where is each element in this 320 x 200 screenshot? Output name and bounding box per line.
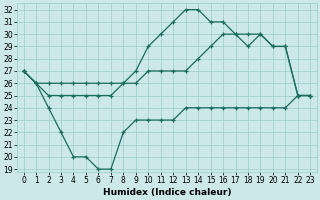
X-axis label: Humidex (Indice chaleur): Humidex (Indice chaleur) — [103, 188, 231, 197]
